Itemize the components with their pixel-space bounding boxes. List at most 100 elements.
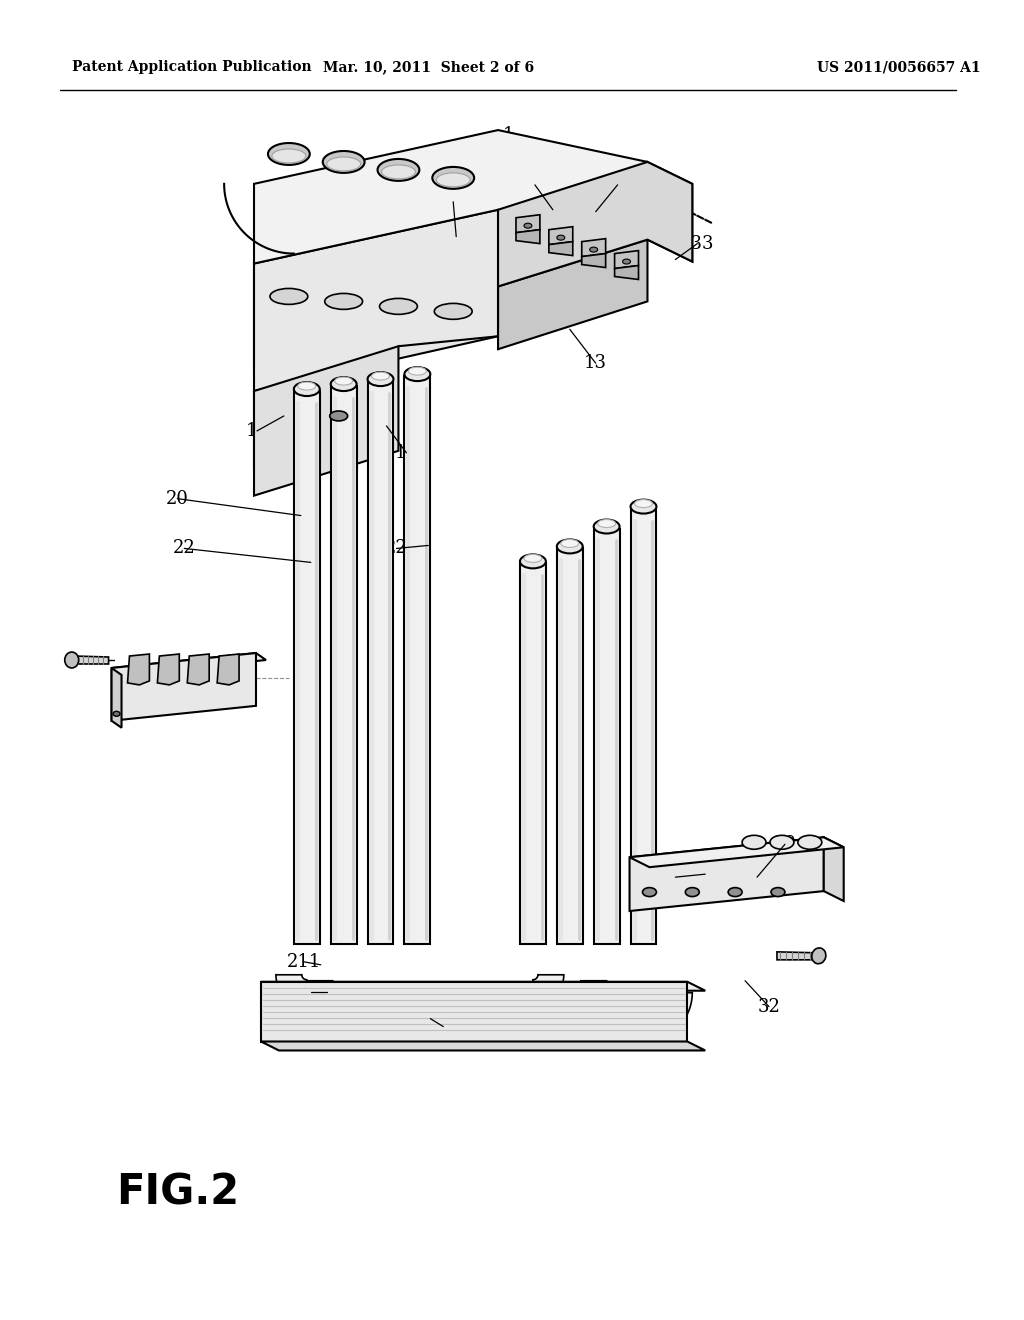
Polygon shape — [516, 215, 540, 232]
Text: 1: 1 — [502, 125, 514, 144]
Text: 132: 132 — [600, 176, 635, 194]
Ellipse shape — [685, 887, 699, 896]
Ellipse shape — [372, 372, 389, 380]
Polygon shape — [369, 993, 418, 1041]
Polygon shape — [261, 1041, 706, 1051]
Text: 212: 212 — [294, 982, 328, 1001]
Polygon shape — [631, 508, 656, 944]
Polygon shape — [498, 162, 692, 286]
Polygon shape — [643, 993, 692, 1041]
Polygon shape — [307, 981, 344, 1018]
Polygon shape — [823, 837, 844, 902]
Polygon shape — [254, 264, 276, 385]
Ellipse shape — [331, 378, 356, 391]
Polygon shape — [254, 391, 276, 480]
Text: 21: 21 — [432, 1018, 455, 1036]
Ellipse shape — [623, 259, 631, 264]
Polygon shape — [614, 265, 639, 280]
Ellipse shape — [524, 554, 542, 562]
Ellipse shape — [268, 143, 310, 165]
Polygon shape — [614, 251, 639, 268]
Ellipse shape — [409, 367, 426, 375]
Ellipse shape — [590, 247, 598, 252]
Ellipse shape — [294, 381, 319, 396]
Text: 22: 22 — [385, 540, 408, 557]
Text: 22: 22 — [173, 540, 196, 557]
Polygon shape — [498, 240, 647, 350]
Text: 131: 131 — [518, 176, 552, 194]
Polygon shape — [368, 381, 393, 944]
Ellipse shape — [65, 652, 79, 668]
Ellipse shape — [382, 165, 416, 180]
Ellipse shape — [557, 235, 565, 240]
Ellipse shape — [598, 520, 615, 528]
Polygon shape — [777, 952, 819, 960]
Polygon shape — [254, 131, 647, 264]
Polygon shape — [254, 210, 498, 391]
Text: 10: 10 — [246, 422, 268, 440]
Ellipse shape — [728, 887, 742, 896]
Ellipse shape — [325, 293, 362, 309]
Ellipse shape — [798, 836, 822, 849]
Polygon shape — [261, 982, 687, 1041]
Ellipse shape — [298, 381, 315, 389]
Ellipse shape — [380, 298, 418, 314]
Polygon shape — [582, 253, 605, 268]
Polygon shape — [630, 837, 844, 867]
Text: 20: 20 — [166, 490, 188, 508]
Ellipse shape — [771, 887, 785, 896]
Ellipse shape — [404, 367, 430, 381]
Text: Patent Application Publication: Patent Application Publication — [72, 61, 311, 74]
Text: 211: 211 — [287, 953, 321, 970]
Ellipse shape — [524, 223, 531, 228]
Polygon shape — [128, 653, 150, 685]
Polygon shape — [261, 982, 706, 991]
Ellipse shape — [557, 540, 583, 553]
Ellipse shape — [742, 836, 766, 849]
Polygon shape — [112, 653, 256, 721]
Text: 12: 12 — [441, 193, 465, 211]
Polygon shape — [549, 242, 572, 256]
Ellipse shape — [432, 166, 474, 189]
Ellipse shape — [270, 289, 308, 305]
Text: 31: 31 — [693, 865, 717, 883]
Ellipse shape — [635, 500, 652, 508]
Text: 32: 32 — [758, 998, 780, 1015]
Text: 30: 30 — [773, 836, 797, 853]
Text: US 2011/0056657 A1: US 2011/0056657 A1 — [817, 61, 980, 74]
Text: Mar. 10, 2011  Sheet 2 of 6: Mar. 10, 2011 Sheet 2 of 6 — [323, 61, 534, 74]
Text: 11: 11 — [395, 444, 418, 462]
Ellipse shape — [770, 836, 794, 849]
Polygon shape — [112, 653, 266, 675]
Ellipse shape — [368, 372, 393, 385]
Ellipse shape — [642, 887, 656, 896]
Polygon shape — [606, 987, 649, 1030]
Polygon shape — [331, 385, 356, 944]
Ellipse shape — [520, 554, 546, 569]
Polygon shape — [647, 162, 692, 261]
Polygon shape — [112, 668, 122, 727]
Polygon shape — [582, 239, 605, 256]
Text: 13: 13 — [584, 354, 607, 372]
Ellipse shape — [436, 173, 470, 187]
Polygon shape — [217, 653, 239, 685]
Polygon shape — [520, 564, 546, 944]
Polygon shape — [594, 528, 620, 944]
Polygon shape — [404, 376, 430, 944]
Polygon shape — [275, 974, 307, 1006]
Ellipse shape — [378, 158, 420, 181]
Text: FIG.2: FIG.2 — [116, 1172, 239, 1214]
Ellipse shape — [812, 948, 825, 964]
Ellipse shape — [594, 520, 620, 533]
Ellipse shape — [335, 378, 352, 385]
Polygon shape — [569, 981, 606, 1018]
Polygon shape — [294, 391, 319, 944]
Polygon shape — [338, 987, 381, 1030]
Ellipse shape — [330, 411, 347, 421]
Polygon shape — [630, 837, 823, 911]
Polygon shape — [187, 653, 209, 685]
Polygon shape — [74, 656, 109, 664]
Ellipse shape — [631, 500, 656, 513]
Polygon shape — [254, 346, 398, 495]
Ellipse shape — [272, 149, 306, 162]
